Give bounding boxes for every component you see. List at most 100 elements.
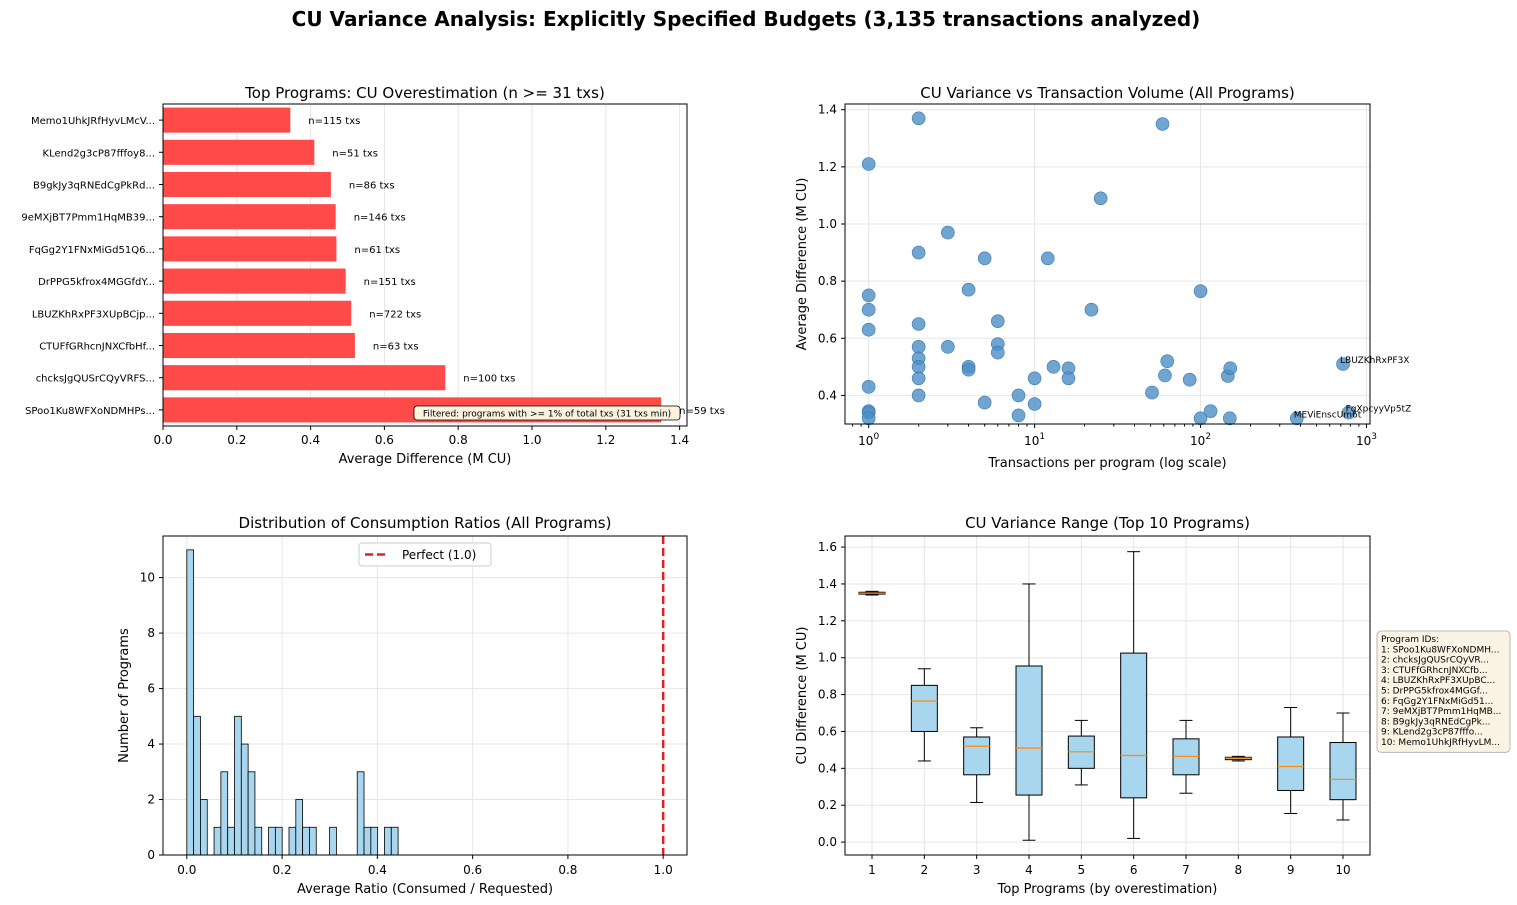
scatter-point [961,282,976,297]
histogram-bar [240,743,249,856]
histogram-bar [309,826,317,856]
x-tick-label: 2 [921,863,929,877]
bar-value-label: n=722 txs [369,309,421,320]
histogram-bar [200,799,208,856]
axes-frame [162,535,688,856]
scatter-point [861,157,876,171]
bar [163,332,355,359]
axes-frame [844,103,1371,425]
y-tick-label: 0.8 [818,688,837,702]
y-tick-label: 0.2 [818,798,837,812]
chart-title: CU Variance vs Transaction Volume (All P… [920,84,1295,102]
x-tick-label: 0.2 [227,433,246,447]
x-tick-label: 1.0 [522,433,541,447]
x-tick-label: 0.6 [375,433,394,447]
x-tick-label: 8 [1235,863,1243,877]
scatter-point [941,225,955,240]
y-tick-label: 9eMXjBT7Pmm1HqMB39... [21,213,155,224]
point-annotation-label: MEViEnscUm6t [1294,410,1362,420]
y-tick-label: 1.0 [818,217,837,231]
x-tick-label: 1 [868,863,876,877]
y-tick-label: 1.2 [818,160,837,174]
scatter-point [990,314,1005,328]
bar-value-label: n=151 txs [364,277,416,288]
histogram-bar [193,715,201,856]
program-id-legend-entry: 2: chcksJgQUSrCQyVR... [1381,656,1489,666]
point-annotation-label: LBUZKhRxPF3X [1340,356,1409,366]
program-id-legend-entry: 8: B9gkJy3qRNEdCgPk... [1381,717,1490,727]
x-tick-label: 7 [1182,863,1190,877]
x-tick-label: 100 [858,432,879,448]
filter-annotation-box [413,405,681,421]
scatter-point [911,340,926,354]
y-tick-label: 0.8 [818,274,837,288]
y-tick-label: 6 [147,682,155,696]
bar-value-label: n=115 txs [308,116,360,127]
histogram-bar [254,826,263,856]
histogram-bar [302,826,310,856]
x-axis-label: Transactions per program (log scale) [987,456,1226,471]
histogram-bar [213,826,222,856]
program-id-legend-entry: 5: DrPPG5kfrox4MGGf... [1381,687,1488,697]
bar-value-label: n=63 txs [373,342,419,353]
x-tick-label: 3 [973,863,981,877]
histogram-bar [363,826,372,856]
x-tick-label: 10 [1335,863,1350,877]
program-id-legend-entry: 10: Memo1UhkJRfHyvLM... [1381,738,1500,748]
scatter-point [1027,371,1042,386]
histogram-bar [247,771,256,856]
bar [163,107,291,133]
point-annotation-label: FqXpcyyVp5tZ [1346,405,1412,415]
bar [163,365,446,391]
axes-frame [844,535,1371,856]
panel-top-programs-bar-chart: 0.0 0.2 0.4 0.6 0.8 1.0 1.2 1.4 Memo1UhkJRfHyvLM… [21,84,724,467]
program-id-legend-entry: 6: FqGg2Y1FNxMiGd51... [1381,697,1493,707]
histogram-bar [186,549,195,856]
x-tick-label: 0.0 [153,433,172,447]
scatter-point [1160,354,1175,368]
panel-variance-vs-volume-scatter: 100 101 102 103 0.4 0.6 0.8 1.0 1.2 1.4 LBUZKhRxPF… [795,84,1411,471]
x-tick-label: 6 [1130,863,1138,877]
scatter-point [990,345,1005,360]
filter-annotation-text: Filtered: programs with >= 1% of total t… [423,410,671,420]
scatter-point [977,395,992,410]
x-tick-label: 0.8 [449,433,468,447]
box-iqr [1120,652,1148,799]
y-tick-label: LBUZKhRxPF3XUpBCjp... [32,309,155,320]
y-tick-label: 0.6 [818,724,837,738]
y-tick-label: 0 [147,848,155,862]
scatter-point [911,317,926,331]
box-iqr [963,736,991,776]
box-iqr [910,684,938,732]
scatter-point [961,362,976,377]
bar-value-label: n=59 txs [679,406,725,417]
x-tick-label: 1.4 [670,433,689,447]
scatter-point [1011,388,1026,403]
scatter-point [1027,397,1042,411]
program-id-legend-entry: 7: 9eMXjBT7Pmm1HqMB... [1381,707,1501,717]
scatter-point [977,251,992,266]
histogram-bar [295,799,304,856]
histogram-bar [268,826,276,856]
y-axis-label: CU Difference (M CU) [795,627,810,765]
scatter-point [1289,411,1304,426]
x-tick-label: 5 [1078,863,1086,877]
scatter-point [911,245,926,260]
scatter-point [861,302,876,317]
histogram-bar [220,771,229,856]
x-tick-label: 0.0 [177,863,196,877]
y-tick-label: 0.0 [818,835,837,849]
y-tick-label: Memo1UhkJRfHyvLMcV... [31,116,155,127]
x-tick-label: 0.2 [273,863,292,877]
program-id-legend-entry: 3: CTUFfGRhcnJNXCfb... [1381,666,1488,676]
chart-title: CU Variance Range (Top 10 Programs) [965,514,1250,532]
y-tick-label: 1.6 [818,540,837,554]
y-tick-label: 1.0 [818,651,837,665]
scatter-point [1193,284,1208,298]
scatter-point [1193,411,1208,426]
histogram-bar [274,826,283,856]
chart-title: Top Programs: CU Overestimation (n >= 31… [244,84,605,102]
box-iqr [1329,742,1357,801]
bar-value-label: n=86 txs [349,181,395,192]
y-tick-label: 4 [147,737,155,751]
